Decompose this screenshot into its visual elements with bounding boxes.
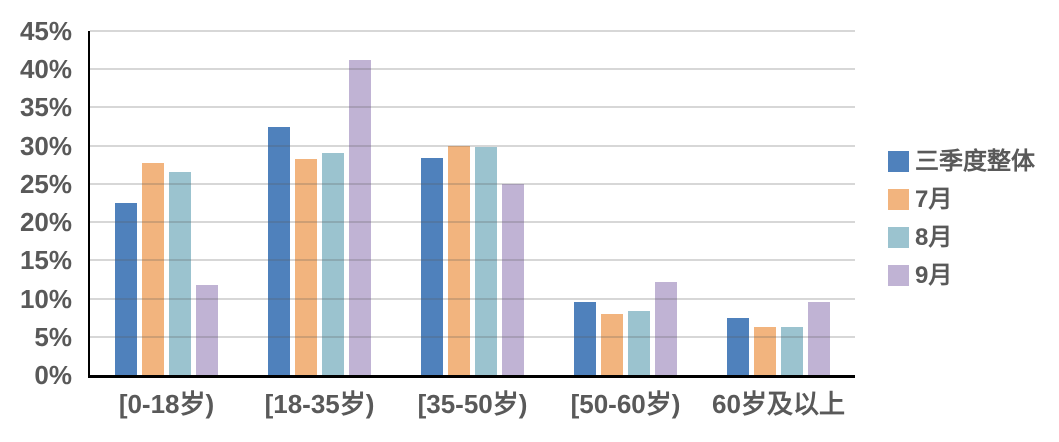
bar (349, 60, 371, 375)
legend-label: 7月 (915, 186, 953, 213)
x-axis-category-label: [18-35岁) (264, 389, 375, 419)
y-axis-tick-label: 35% (19, 92, 72, 123)
legend-item: 8月 (888, 224, 1035, 251)
legend-swatch-icon (888, 227, 909, 248)
x-axis-category-label: [50-60岁) (570, 389, 681, 419)
x-axis-category-label: [0-18岁) (118, 389, 215, 419)
x-axis-category-label: 60岁及以上 (712, 389, 845, 419)
bar-groups (90, 31, 855, 375)
legend-swatch-icon (888, 151, 909, 172)
bar (448, 146, 470, 375)
plot-area (88, 30, 855, 378)
y-axis-tick-label: 40% (19, 54, 72, 85)
bar (808, 301, 830, 375)
bar (115, 203, 137, 375)
y-axis-tick-label: 25% (19, 168, 72, 199)
y-axis-tick-label: 15% (19, 245, 72, 276)
bar (502, 183, 524, 375)
bar (268, 127, 290, 375)
legend-label: 三季度整体 (915, 148, 1035, 175)
bar-group (702, 31, 855, 375)
legend-item: 7月 (888, 186, 1035, 213)
x-axis-category-label: [35-50岁) (417, 389, 528, 419)
x-axis: [0-18岁) [18-35岁) [35-50岁) [50-60岁) 60岁及以上 (90, 384, 855, 421)
bar (196, 284, 218, 375)
y-axis-tick-label: 20% (19, 207, 72, 238)
legend-label: 9月 (915, 262, 953, 289)
bar (169, 171, 191, 375)
bar (574, 302, 596, 375)
bar-group (243, 31, 396, 375)
bar (421, 157, 443, 375)
bar-group (90, 31, 243, 375)
bar-group (396, 31, 549, 375)
y-axis-tick-label: 45% (19, 16, 72, 46)
bar (142, 163, 164, 375)
legend-label: 8月 (915, 224, 953, 251)
y-axis-tick-label: 5% (34, 321, 72, 352)
y-axis-tick-label: 10% (19, 283, 72, 314)
bar (781, 326, 803, 375)
bar (628, 310, 650, 375)
bar (295, 159, 317, 375)
legend-item: 9月 (888, 262, 1035, 289)
bar (322, 153, 344, 375)
bar (727, 318, 749, 375)
bar (475, 147, 497, 375)
bar (754, 326, 776, 375)
y-axis-tick-label: 30% (19, 130, 72, 161)
bar (601, 313, 623, 375)
bar-group (549, 31, 702, 375)
legend: 三季度整体 7月 8月 9月 (888, 148, 1035, 289)
legend-swatch-icon (888, 189, 909, 210)
legend-swatch-icon (888, 265, 909, 286)
legend-item: 三季度整体 (888, 148, 1035, 175)
bar (655, 281, 677, 375)
y-axis-tick-label: 0% (34, 360, 72, 390)
y-axis: 45% 40% 35% 30% 25% 20% 15% 10% 5% 0% (0, 0, 72, 442)
